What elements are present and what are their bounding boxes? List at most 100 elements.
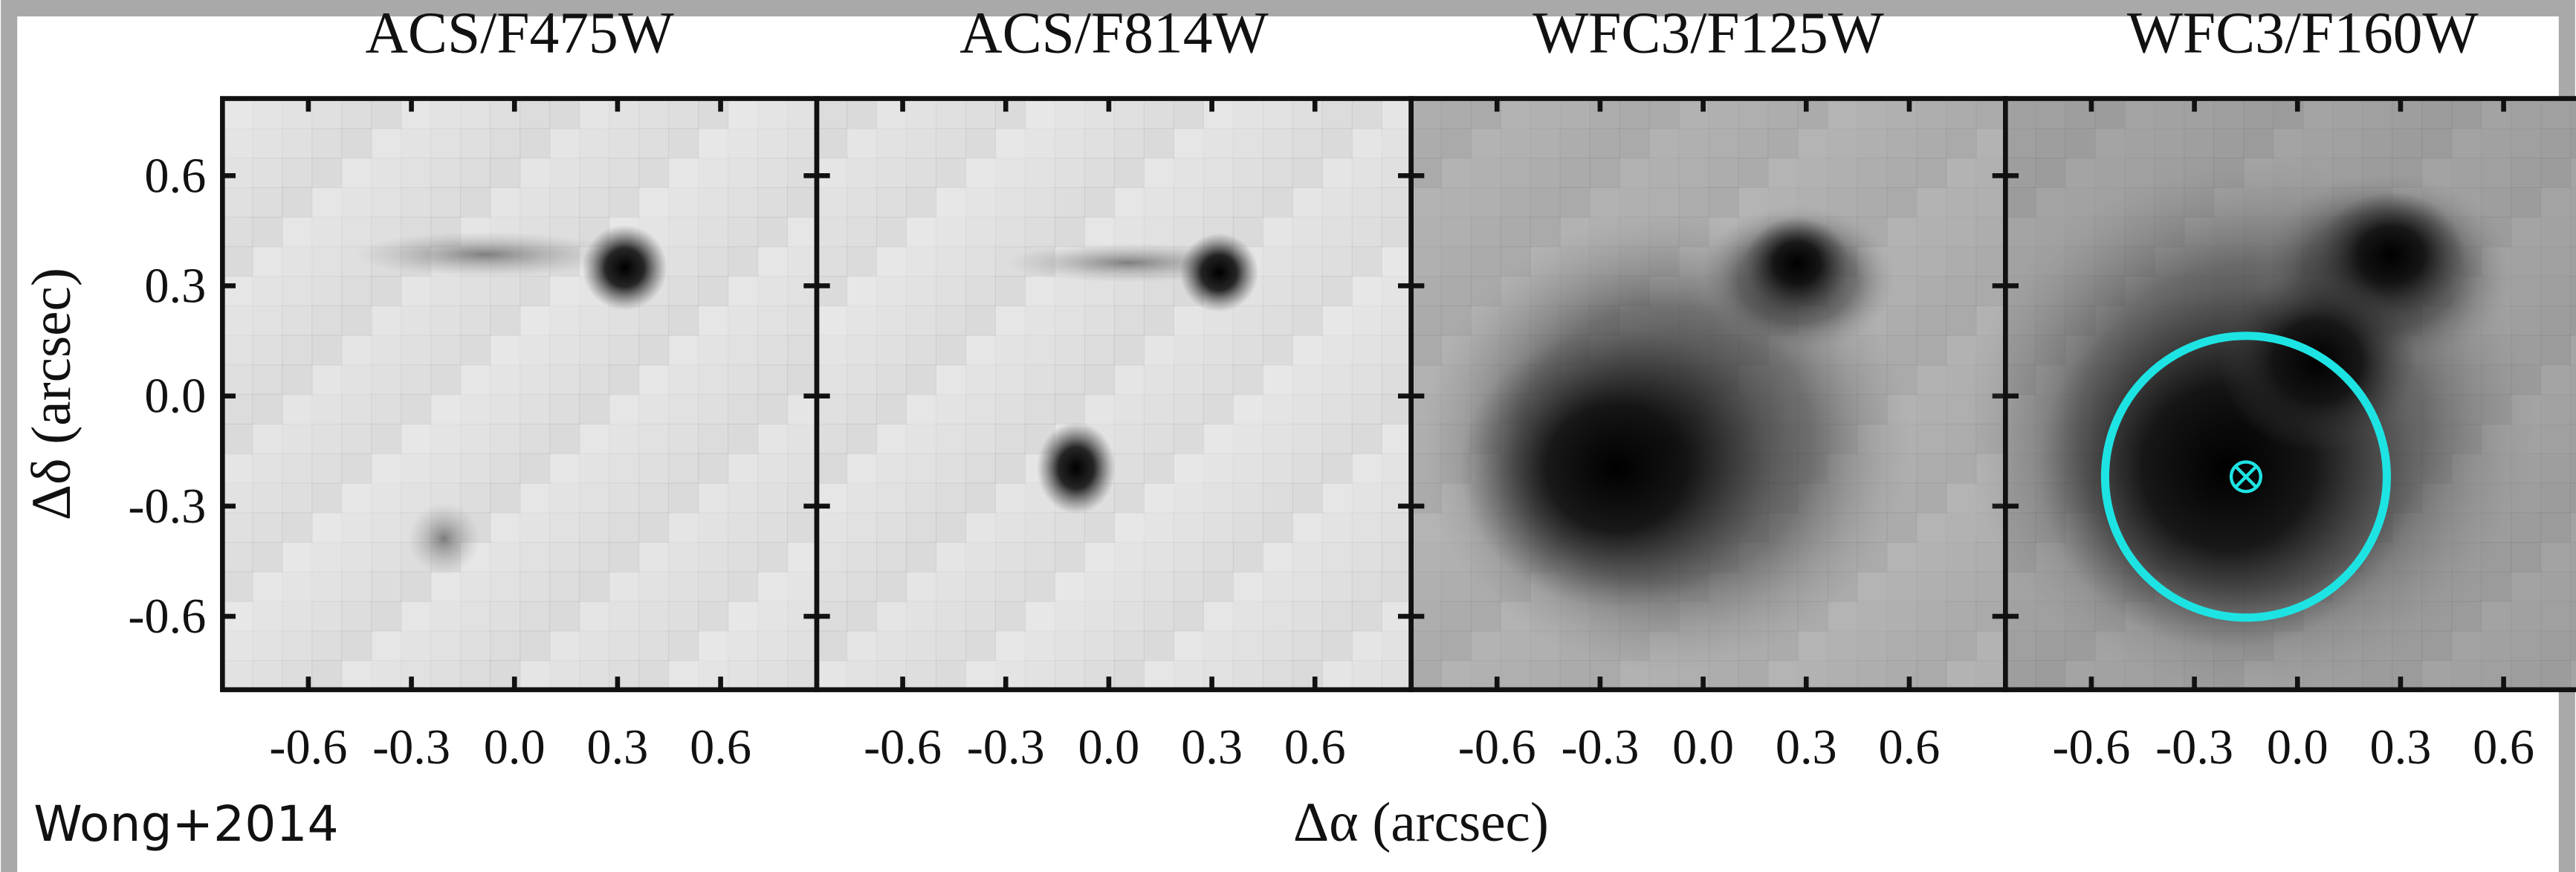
image-pixel	[1381, 216, 1412, 248]
image-pixel	[430, 99, 461, 129]
image-pixel	[965, 305, 997, 336]
image-pixel	[430, 128, 462, 159]
image-pixel	[1054, 187, 1085, 218]
image-pixel	[1411, 276, 1442, 306]
image-pixel	[2570, 128, 2576, 159]
image-pixel	[728, 216, 759, 248]
image-pixel	[1203, 482, 1234, 514]
credit: Wong+2014	[33, 795, 338, 853]
image-pixel	[1382, 99, 1412, 129]
image-pixel	[549, 453, 580, 484]
image-pixel	[787, 482, 818, 514]
image-pixel	[549, 364, 580, 395]
x-axis-label: Δα (arcsec)	[1293, 792, 1549, 853]
image-pixel	[1440, 98, 1472, 129]
image-pixel	[579, 571, 610, 602]
image-pixel	[1203, 601, 1234, 632]
image-pixel	[995, 335, 1026, 366]
image-pixel	[1232, 660, 1263, 691]
image-pixel	[847, 128, 877, 158]
image-pixel	[1203, 99, 1234, 129]
image-pixel	[698, 423, 729, 454]
image-pixel	[668, 542, 699, 572]
image-pixel	[1946, 660, 1976, 691]
image-pixel	[371, 512, 402, 543]
image-pixel	[1649, 128, 1680, 158]
image-pixel	[1263, 217, 1293, 248]
image-pixel	[1322, 660, 1353, 691]
image-pixel	[1916, 276, 1947, 306]
y-tick-label: -0.3	[128, 479, 206, 534]
image-pixel	[460, 482, 491, 514]
image-pixel	[2511, 158, 2542, 188]
image-pixel	[1321, 128, 1353, 159]
image-background	[222, 98, 818, 690]
image-pixel	[549, 276, 580, 306]
image-pixel	[1411, 187, 1442, 218]
image-pixel	[905, 630, 937, 662]
image-pixel	[1678, 187, 1709, 218]
image-pixel	[1708, 128, 1739, 159]
image-pixel	[371, 364, 402, 395]
image-pixel	[965, 98, 997, 129]
image-pixel	[341, 482, 372, 513]
image-pixel	[698, 98, 729, 129]
image-pixel	[549, 98, 580, 129]
image-pixel	[1203, 453, 1234, 484]
image-pixel	[1173, 394, 1204, 425]
image-pixel	[341, 601, 372, 632]
x-tick-label: -0.6	[269, 720, 347, 775]
image-pixel	[460, 453, 491, 484]
image-pixel	[1114, 394, 1145, 424]
image-pixel	[638, 158, 670, 188]
image-pixel	[2481, 128, 2511, 158]
image-pixel	[222, 571, 253, 602]
image-pixel	[2065, 128, 2096, 159]
image-pixel	[936, 394, 966, 424]
image-pixel	[1232, 158, 1263, 188]
image-pixel	[1321, 571, 1353, 602]
image-pixel	[1352, 306, 1382, 336]
image-pixel	[995, 630, 1026, 661]
image-pixel	[1292, 276, 1323, 306]
image-pixel	[905, 305, 937, 336]
image-pixel	[668, 660, 699, 691]
image-pixel	[2154, 99, 2184, 129]
x-tick-label: -0.3	[1561, 720, 1639, 775]
image-pixel	[401, 394, 432, 425]
image-pixel	[579, 453, 609, 484]
image-pixel	[579, 482, 610, 514]
image-pixel	[430, 453, 462, 484]
image-pixel	[2273, 128, 2303, 158]
image-pixel	[1143, 453, 1174, 484]
image-pixel	[371, 158, 401, 188]
image-pixel	[994, 216, 1026, 248]
image-pixel	[668, 423, 699, 454]
image-pixel	[311, 217, 342, 248]
image-pixel	[1054, 158, 1085, 188]
image-pixel	[282, 394, 312, 424]
image-pixel	[965, 482, 997, 514]
image-pixel	[638, 630, 670, 662]
image-pixel	[549, 158, 580, 188]
image-pixel	[995, 306, 1026, 336]
image-pixel	[1174, 630, 1204, 661]
image-pixel	[1232, 541, 1263, 572]
image-pixel	[609, 660, 640, 691]
image-pixel	[2005, 217, 2036, 248]
image-pixel	[935, 423, 967, 454]
position-marker	[2229, 460, 2263, 494]
image-pixel	[1322, 482, 1353, 513]
image-pixel	[1144, 158, 1174, 188]
image-pixel	[1351, 571, 1382, 602]
image-pixel	[995, 512, 1026, 543]
image-pixel	[311, 128, 343, 159]
image-pixel	[1916, 660, 1947, 691]
image-pixel	[698, 158, 728, 188]
image-pixel	[2540, 601, 2572, 632]
image-pixel	[1679, 128, 1709, 158]
image-pixel	[1174, 482, 1204, 513]
image-pixel	[876, 482, 907, 514]
image-pixel	[1262, 305, 1293, 336]
image-pixel	[2540, 217, 2571, 248]
